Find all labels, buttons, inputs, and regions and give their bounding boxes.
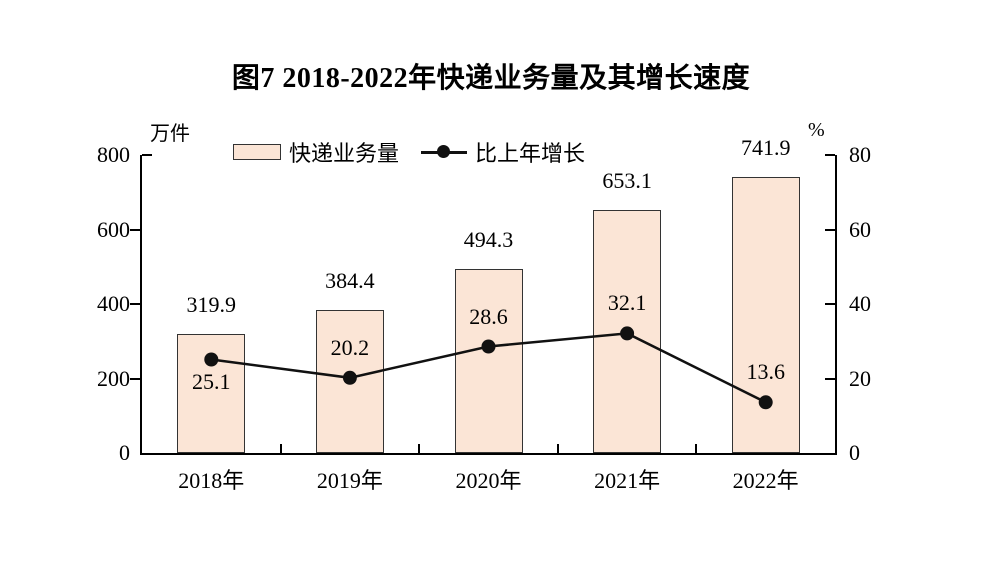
line-point-2020年 — [481, 339, 496, 354]
x-tick-label: 2021年 — [594, 468, 661, 493]
right-axis-tick — [825, 377, 835, 380]
bar-value-label: 384.4 — [325, 267, 375, 293]
growth-value-label: 32.1 — [607, 290, 647, 316]
right-axis-tick-label: 40 — [849, 291, 871, 316]
left-axis-tick-label: 200 — [97, 365, 130, 391]
left-axis-tick-label: 800 — [97, 142, 130, 167]
legend-bar-swatch — [233, 144, 281, 160]
right-axis-tick-label: 0 — [849, 440, 860, 465]
right-axis-tick-label: 60 — [849, 216, 871, 242]
left-axis-tick-label: 600 — [97, 216, 130, 242]
left-axis-tick-label: 400 — [97, 291, 130, 316]
bar-2020年 — [454, 268, 523, 453]
x-axis-tick — [279, 444, 282, 453]
x-tick-label: 2020年 — [455, 468, 522, 493]
legend-line-swatch — [421, 145, 468, 159]
growth-value-label: 20.2 — [330, 334, 370, 360]
x-tick-label: 2022年 — [732, 468, 799, 493]
x-tick-label: 2018年 — [178, 468, 245, 493]
right-axis-tick-label: 80 — [849, 142, 871, 167]
left-axis-tick — [130, 303, 140, 305]
left-axis-tick — [130, 377, 140, 380]
x-axis-tick — [695, 444, 698, 453]
growth-value-label: 25.1 — [192, 368, 231, 394]
growth-line-layer — [204, 326, 773, 410]
left-axis-unit-label: 万件 — [150, 123, 190, 145]
right-axis-tick — [825, 303, 835, 305]
right-axis-tick-label: 20 — [849, 365, 871, 391]
legend-line-label: 比上年增长 — [475, 141, 586, 166]
growth-value-label: 28.6 — [469, 303, 508, 329]
bar-value-label: 653.1 — [602, 167, 652, 193]
x-axis-tick — [418, 444, 421, 453]
right-axis-unit-label: % — [808, 119, 825, 141]
x-axis-tick — [556, 444, 559, 453]
chart-title: 图7 2018-2022年快递业务量及其增长速度 — [231, 63, 751, 94]
line-point-2021年 — [620, 326, 635, 341]
plot-area: 319.9 2018年 384.4 2019年 494.3 2020年 653.1 2021年… — [97, 136, 871, 491]
bar-value-label: 741.9 — [740, 134, 791, 160]
right-axis-tick — [825, 154, 835, 156]
left-axis-tick — [130, 228, 140, 231]
legend: 快递业务量 比上年增长 — [233, 141, 585, 166]
line-point-2019年 — [342, 370, 357, 385]
legend-bar-label: 快递业务量 — [289, 141, 400, 166]
right-axis-tick — [825, 228, 835, 231]
bar-2022年 — [731, 176, 800, 453]
left-axis-tick — [142, 154, 152, 156]
legend-line-marker-icon — [437, 145, 451, 158]
bar-value-label: 319.9 — [186, 291, 237, 317]
line-point-2018年 — [204, 352, 219, 367]
line-point-2022年 — [758, 395, 773, 410]
x-tick-label: 2019年 — [316, 468, 383, 493]
growth-value-label: 13.6 — [746, 359, 785, 385]
bar-value-label: 494.3 — [463, 226, 514, 252]
left-axis-tick-label: 0 — [119, 440, 130, 465]
